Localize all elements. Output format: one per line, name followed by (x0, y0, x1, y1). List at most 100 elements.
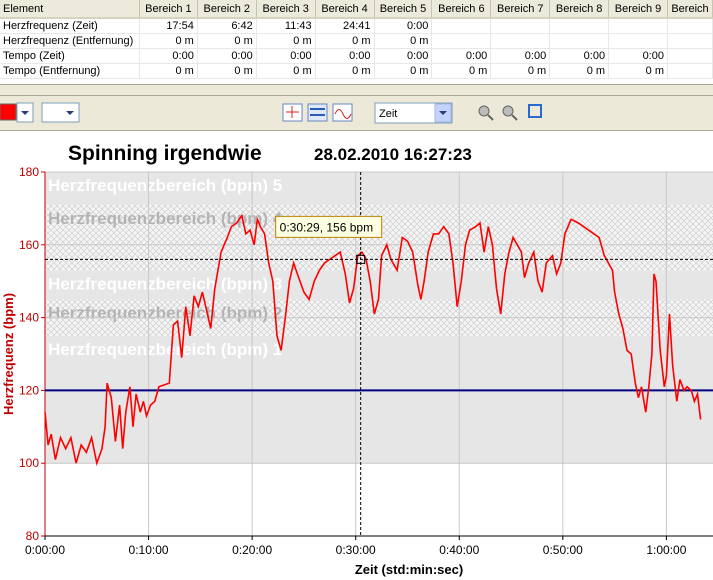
column-header: Bereich 3 (256, 0, 316, 19)
table-cell (608, 33, 668, 49)
table-cell: 0:00 (431, 48, 492, 64)
y-axis-label: Herzfrequenz (bpm) (1, 293, 16, 415)
table-cell (667, 63, 713, 79)
table-cell (490, 18, 551, 34)
table-cell: 0 m (549, 63, 610, 79)
select-value: Zeit (379, 108, 397, 120)
y-tick-label: 140 (19, 311, 39, 325)
summary-table: Element Bereich 1 Bereich 2 Bereich 3 Bereic… (0, 0, 713, 79)
table-cell: 0:00 (549, 48, 610, 64)
table-cell (431, 18, 492, 34)
zones-tool[interactable] (307, 103, 328, 122)
table-cell: 0:00 (374, 18, 433, 34)
x-axis-label: Zeit (std:min:sec) (355, 562, 463, 577)
y-tick-label: 80 (26, 529, 40, 543)
zoom-fit[interactable] (528, 104, 542, 118)
column-header: Bereich 2 (197, 0, 257, 19)
table-cell: 24:41 (315, 18, 375, 34)
zone-label: Herzfrequenzbereich (bpm) 2 (48, 303, 282, 322)
zoom-out[interactable] (502, 105, 514, 117)
table-cell (431, 33, 492, 49)
table-cell (608, 18, 668, 34)
zone-label: Herzfrequenzbereich (bpm) 1 (48, 340, 282, 359)
y-tick-label: 120 (19, 383, 39, 397)
table-cell: 0 m (608, 63, 668, 79)
zone-band (45, 335, 713, 464)
chart: Spinning irgendwie 28.02.2010 16:27:23 Her… (1, 142, 713, 577)
chart-subtitle: 28.02.2010 16:27:23 (314, 145, 472, 164)
table-cell: 0 m (256, 33, 316, 49)
chart-title: Spinning irgendwie (68, 142, 262, 165)
table-row: Tempo (Zeit) 0:00 0:00 0:00 0:00 0:00 0:00 0:00… (0, 48, 713, 64)
crosshair-icon (286, 106, 299, 118)
curve-icon (334, 109, 352, 119)
x-tick-label: 0:00:00 (25, 543, 65, 557)
table-cell: 0:00 (139, 48, 198, 64)
column-header: Element (0, 0, 140, 19)
table-cell (667, 33, 713, 49)
table-cell: Tempo (Entfernung) (0, 63, 140, 79)
table-cell (549, 18, 610, 34)
table-cell: 0 m (315, 33, 375, 49)
dropdown-arrow (439, 111, 447, 115)
table-header: Element Bereich 1 Bereich 2 Bereich 3 Bereic… (0, 0, 713, 19)
summary-table-panel: Element Bereich 1 Bereich 2 Bereich 3 Bereic… (0, 0, 713, 85)
table-cell: 0 m (256, 63, 316, 79)
table-cell: 0:00 (608, 48, 668, 64)
table-cell: Tempo (Zeit) (0, 48, 140, 64)
table-cell: 0 m (490, 63, 551, 79)
table-cell: 0:00 (256, 48, 316, 64)
table-cell (667, 18, 713, 34)
toolbar: Zeit (0, 96, 713, 131)
table-cell: 0 m (374, 33, 433, 49)
splitter (0, 85, 713, 96)
table-cell: 0 m (431, 63, 492, 79)
table-cell: 0 m (315, 63, 375, 79)
column-header: Bereich 1 (139, 0, 198, 19)
x-axis-select[interactable] (374, 102, 453, 124)
y-tick-label: 160 (19, 238, 39, 252)
zone-label: Herzfrequenzbereich (bpm) 5 (48, 176, 282, 195)
table-cell: 0 m (139, 63, 198, 79)
table-cell: 0 m (374, 63, 433, 79)
table-row: Herzfrequenz (Zeit) 17:54 6:42 11:43 24:41 0:… (0, 18, 713, 34)
column-header: Bereich 9 (608, 0, 668, 19)
dropdown-arrow (66, 111, 74, 115)
dropdown-arrow (21, 111, 29, 115)
x-tick-label: 0:30:00 (336, 543, 376, 557)
table-cell: 0:00 (197, 48, 257, 64)
heart-rate-line (44, 213, 702, 467)
x-tick-label: 0:10:00 (129, 543, 169, 557)
tooltip-text: 0:30:29, 156 bpm (280, 220, 373, 234)
column-header: Bereich 6 (431, 0, 492, 19)
zone-label: Herzfrequenzbereich (bpm) 4 (48, 209, 283, 228)
table-cell (490, 33, 551, 49)
toolbar-icons: Zeit (0, 102, 542, 124)
x-tick-label: 1:00:00 (646, 543, 686, 557)
table-cell: 11:43 (256, 18, 316, 34)
table-cell (549, 33, 610, 49)
zone-band (45, 172, 713, 205)
x-tick-label: 0:40:00 (439, 543, 479, 557)
table-cell: 6:42 (197, 18, 257, 34)
x-tick-label: 0:50:00 (543, 543, 583, 557)
y-tick-label: 100 (19, 456, 39, 470)
table-cell: 0 m (197, 63, 257, 79)
table-cell: 0:00 (490, 48, 551, 64)
dropdown[interactable] (41, 102, 80, 123)
table-cell: 0:00 (374, 48, 433, 64)
y-tick-label: 180 (19, 165, 39, 179)
table-cell: 0 m (197, 33, 257, 49)
zones-icon (310, 108, 325, 116)
table-cell: 0 m (139, 33, 198, 49)
table-cell: 0:00 (315, 48, 375, 64)
column-header: Bereich 8 (549, 0, 610, 19)
color-box[interactable] (0, 103, 17, 121)
zoom-in[interactable] (478, 105, 490, 117)
column-header: Bereich 5 (374, 0, 433, 19)
x-tick-label: 0:20:00 (232, 543, 272, 557)
table-cell: Herzfrequenz (Entfernung) (0, 33, 140, 49)
